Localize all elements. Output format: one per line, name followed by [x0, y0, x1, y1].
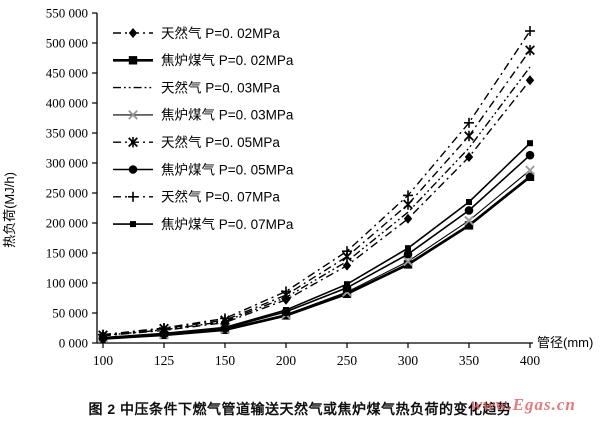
series-marker-square-small: [527, 140, 533, 147]
series-marker-square: [403, 260, 413, 269]
series-marker-square-small: [100, 334, 106, 341]
series-marker-square-small: [344, 281, 350, 288]
legend-item: 天然气 P=0. 07MPa: [113, 189, 280, 205]
series-marker-circle: [525, 150, 535, 160]
series-marker-square: [525, 172, 535, 181]
series-marker-diamond: [525, 75, 535, 86]
series-marker-square-small: [283, 307, 289, 313]
series-marker-circle: [128, 165, 138, 174]
series-marker-square-small: [161, 330, 167, 337]
series-marker-plus: [525, 26, 535, 36]
chart-area: 0 000 50 000 100 000 150 000 200 000 250 000 3…: [2, 6, 593, 369]
series-marker-plus: [128, 191, 138, 202]
x-tick-label: 100: [93, 353, 114, 368]
series-marker-plus: [342, 246, 352, 257]
series-marker-plus: [281, 286, 291, 297]
y-tick-label: 0 000: [59, 336, 88, 351]
legend-item: 焦炉煤气 P=0. 02MPa: [113, 53, 294, 68]
x-tick-label: 400: [520, 353, 541, 368]
caption-row: 图 2 中压条件下燃气管道输送天然气或焦炉煤气热负荷的变化趋势: [0, 399, 600, 419]
series-marker-square-small: [222, 324, 228, 331]
series-marker-square: [464, 221, 474, 230]
series-line-5: [102, 154, 531, 339]
series-marker-x-light: [525, 165, 535, 176]
series-line-6: [102, 30, 531, 336]
legend-label: 天然气 P=0. 05MPa: [161, 134, 280, 150]
x-tick-label: 250: [337, 353, 358, 368]
legend: 天然气 P=0. 02MPa 焦炉煤气 P=0. 02MPa 天然气 P=0. 03…: [113, 25, 294, 232]
y-tick-label: 100 000: [46, 276, 88, 291]
series-marker-square: [128, 56, 138, 65]
legend-item: 焦炉煤气 P=0. 07MPa: [113, 217, 294, 232]
x-tick-label: 125: [154, 353, 175, 368]
series-marker-circle: [403, 249, 413, 259]
legend-label: 焦炉煤气 P=0. 02MPa: [161, 53, 294, 68]
series-marker-asterisk: [464, 130, 474, 142]
series-line-0: [102, 79, 531, 337]
legend-item: 天然气 P=0. 03MPa: [113, 79, 280, 95]
series-marker-plus: [403, 190, 413, 201]
chart-canvas: 0 000 50 000 100 000 150 000 200 000 250 000 3…: [2, 6, 593, 369]
series-marker-square: [342, 289, 352, 298]
legend-label: 焦炉煤气 P=0. 03MPa: [161, 108, 294, 123]
x-tick-label: 150: [215, 353, 236, 368]
series-line-4: [102, 49, 531, 336]
legend-label: 天然气 P=0. 03MPa: [161, 79, 280, 95]
y-tick-label: 150 000: [46, 246, 88, 261]
axes: 0 000 50 000 100 000 150 000 200 000 250 000 3…: [2, 6, 593, 369]
series-marker-x-light: [128, 110, 138, 120]
y-tick-label: 200 000: [46, 216, 88, 231]
series-marker-diamond: [464, 152, 474, 162]
y-tick-label: 400 000: [46, 96, 88, 111]
y-tick-label: 50 000: [52, 306, 88, 321]
x-tick-label: 350: [459, 353, 480, 368]
legend-item: 焦炉煤气 P=0. 03MPa: [113, 108, 294, 123]
y-tick-label: 500 000: [46, 36, 88, 51]
legend-label: 天然气 P=0. 02MPa: [161, 25, 280, 41]
x-axis-title: 管径(mm): [537, 335, 593, 350]
series-marker-diamond: [403, 213, 413, 224]
y-tick-label: 450 000: [46, 66, 88, 81]
series-marker-asterisk: [525, 45, 535, 56]
y-tick-label: 550 000: [46, 6, 88, 21]
figure-caption: 图 2 中压条件下燃气管道输送天然气或焦炉煤气热负荷的变化趋势: [88, 401, 512, 417]
series-marker-square-small: [466, 199, 472, 205]
series-marker-square-small: [405, 245, 411, 252]
legend-label: 天然气 P=0. 07MPa: [161, 189, 280, 205]
series-marker-circle: [464, 206, 474, 215]
series-marker-plus: [220, 313, 230, 324]
series-marker-diamond: [128, 28, 138, 38]
legend-label: 焦炉煤气 P=0. 07MPa: [161, 217, 294, 232]
watermark: www.Egas.cn: [471, 395, 576, 414]
x-tick-label: 300: [398, 353, 419, 368]
series-marker-square-small: [130, 221, 136, 228]
legend-item: 焦炉煤气 P=0. 05MPa: [113, 162, 294, 177]
series-marker-plus: [464, 117, 474, 128]
series-line-7: [102, 142, 531, 339]
series-marker-x-light: [464, 215, 474, 226]
y-tick-label: 250 000: [46, 186, 88, 201]
y-axis-title: 热负荷(MJ/h): [2, 172, 17, 248]
series-marker-asterisk: [128, 137, 138, 148]
x-tick-label: 200: [276, 353, 297, 368]
series-marker-asterisk: [403, 199, 413, 210]
plot-series: [98, 26, 535, 344]
y-tick-label: 350 000: [46, 126, 88, 141]
y-tick-label: 300 000: [46, 156, 88, 171]
series-marker-diamond: [342, 260, 352, 271]
legend-item: 天然气 P=0. 05MPa: [113, 134, 280, 150]
legend-item: 天然气 P=0. 02MPa: [113, 25, 280, 41]
series-marker-x-light: [403, 256, 413, 267]
legend-label: 焦炉煤气 P=0. 05MPa: [161, 162, 294, 177]
